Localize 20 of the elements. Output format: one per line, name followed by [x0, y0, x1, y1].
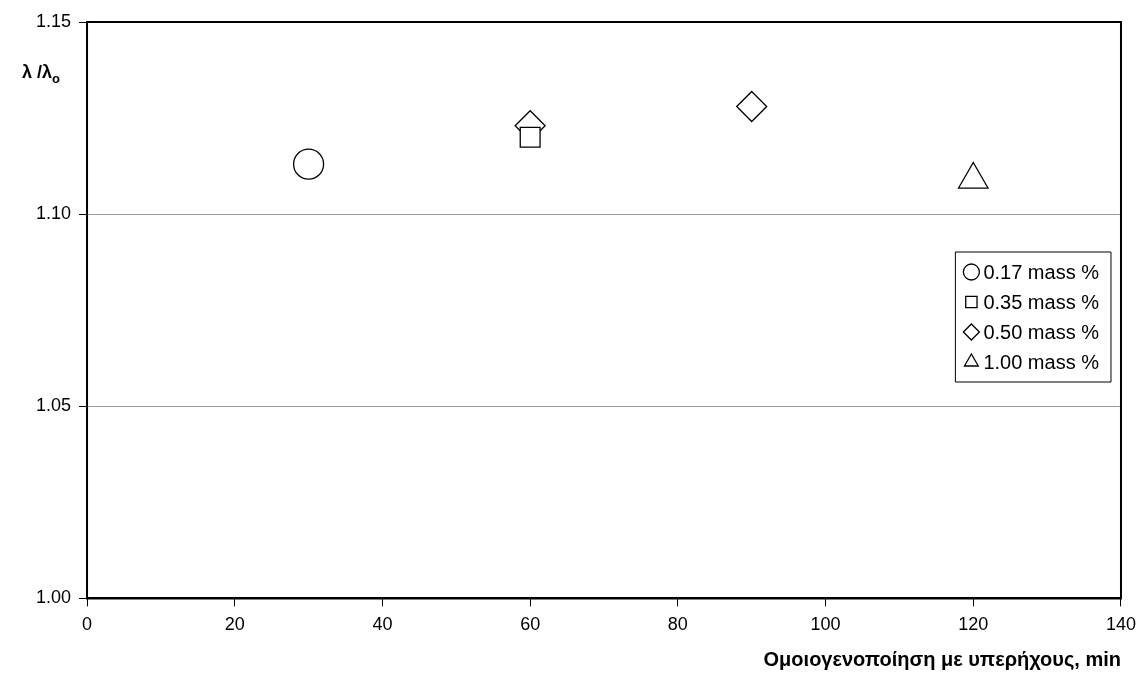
x-tick-label: 20 — [224, 614, 245, 635]
y-tick-label: 1.15 — [35, 10, 72, 31]
legend-label: 0.50 mass % — [983, 320, 1100, 343]
y-tick-label: 1.10 — [35, 203, 72, 224]
x-tick-label: 120 — [958, 614, 989, 635]
y-tick-label: 1.05 — [35, 395, 72, 416]
x-tick-label: 100 — [810, 614, 841, 635]
x-tick-label: 60 — [520, 614, 541, 635]
x-tick-label: 140 — [1105, 614, 1137, 635]
y-tick-label: 1.00 — [35, 587, 72, 608]
legend-label: 0.35 mass % — [983, 290, 1100, 313]
point — [519, 126, 541, 148]
legend-label: 1.00 mass % — [983, 350, 1100, 373]
x-tick-label: 80 — [667, 614, 688, 635]
point — [292, 148, 325, 180]
x-tick-label: 40 — [372, 614, 393, 635]
x-tick-label: 0 — [82, 614, 93, 635]
point — [736, 90, 768, 123]
x-axis-title: Ομοιογενοποίηση με υπερήχους, min — [763, 647, 1121, 670]
legend-label: 0.17 mass % — [983, 260, 1100, 283]
